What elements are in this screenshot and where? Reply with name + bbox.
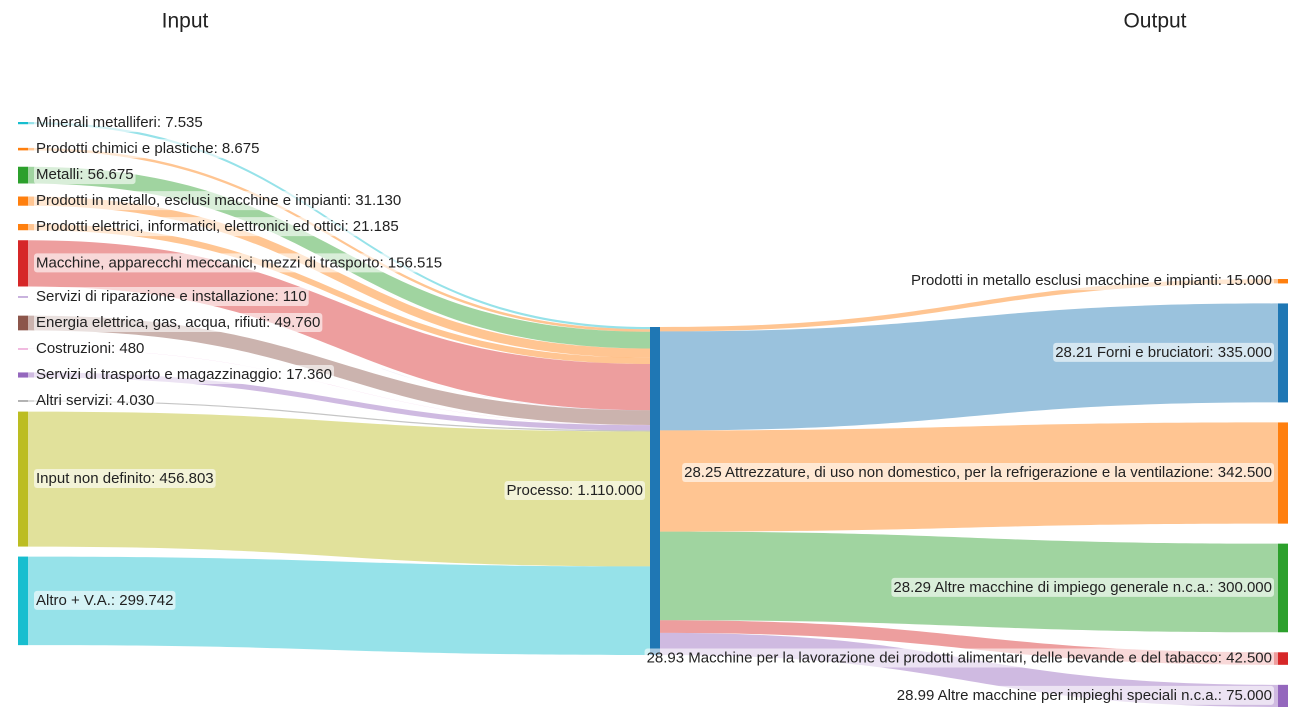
node-label: Energia elettrica, gas, acqua, rifiuti: …	[36, 314, 320, 331]
node	[1278, 543, 1288, 633]
link	[660, 279, 1278, 332]
label-background	[644, 648, 1274, 668]
node-label: Prodotti elettrici, informatici, elettro…	[36, 218, 399, 235]
label-background	[34, 312, 323, 332]
label-background	[34, 165, 136, 185]
node-label: Prodotti in metallo, esclusi macchine e …	[36, 192, 401, 209]
node-label: Altri servizi: 4.030	[36, 392, 154, 409]
link	[28, 348, 650, 426]
node-label: Input non definito: 456.803	[36, 470, 214, 487]
label-background	[894, 685, 1274, 705]
link	[28, 147, 650, 332]
link	[28, 240, 650, 411]
link	[28, 196, 650, 358]
link	[28, 556, 650, 655]
label-background	[34, 113, 205, 133]
node	[18, 556, 28, 646]
link	[28, 400, 650, 432]
node-label: Costruzioni: 480	[36, 340, 144, 357]
node-label: Minerali metalliferi: 7.535	[36, 114, 203, 131]
node	[18, 372, 28, 378]
node-label: Macchine, apparecchi meccanici, mezzi di…	[36, 254, 442, 271]
node	[18, 296, 28, 298]
label-background	[34, 338, 147, 358]
node	[18, 196, 28, 206]
node-label: Prodotti chimici e plastiche: 8.675	[36, 140, 259, 157]
node-label: Servizi di riparazione e installazione: …	[36, 288, 307, 305]
label-background	[504, 480, 645, 500]
label-background	[34, 286, 309, 306]
label-background	[682, 462, 1274, 482]
link	[28, 296, 650, 411]
node	[18, 411, 28, 547]
node-label: Prodotti in metallo esclusi macchine e i…	[911, 272, 1272, 289]
node	[1278, 684, 1288, 707]
node-label: 28.25 Attrezzature, di uso non domestico…	[684, 464, 1272, 481]
link	[28, 223, 650, 364]
label-background	[908, 271, 1274, 291]
label-background	[34, 364, 335, 384]
node	[1278, 422, 1288, 524]
label-background	[34, 253, 445, 273]
label-background	[34, 390, 157, 410]
node-label: Processo: 1.110.000	[507, 482, 643, 499]
label-background	[34, 590, 176, 610]
node	[18, 166, 28, 184]
node-label: 28.99 Altre macchine per impieghi specia…	[897, 687, 1272, 704]
column-title: Output	[1123, 10, 1186, 33]
node	[650, 327, 660, 655]
link	[28, 411, 650, 567]
label-background	[34, 191, 404, 211]
node	[18, 147, 28, 151]
label-background	[34, 217, 401, 237]
label-background	[1053, 342, 1274, 362]
node	[18, 223, 28, 231]
label-background	[34, 139, 262, 159]
node	[1278, 279, 1288, 284]
column-title: Input	[162, 10, 209, 33]
node-label: 28.29 Altre macchine di impiego generale…	[893, 579, 1272, 596]
link	[28, 372, 650, 431]
node	[18, 315, 28, 331]
label-background	[891, 577, 1274, 597]
node	[18, 400, 28, 402]
node-label: Metalli: 56.675	[36, 166, 134, 183]
node-label: 28.93 Macchine per la lavorazione dei pr…	[647, 650, 1272, 667]
node	[18, 240, 28, 287]
link	[28, 315, 650, 425]
node	[18, 122, 28, 125]
node-label: Servizi di trasporto e magazzinaggio: 17…	[36, 366, 332, 383]
node-label: 28.21 Forni e bruciatori: 335.000	[1055, 344, 1272, 361]
node	[18, 348, 28, 350]
node	[1278, 652, 1288, 665]
label-background	[34, 469, 216, 489]
node	[1278, 303, 1288, 403]
node-label: Altro + V.A.: 299.742	[36, 592, 173, 609]
link	[660, 303, 1278, 431]
